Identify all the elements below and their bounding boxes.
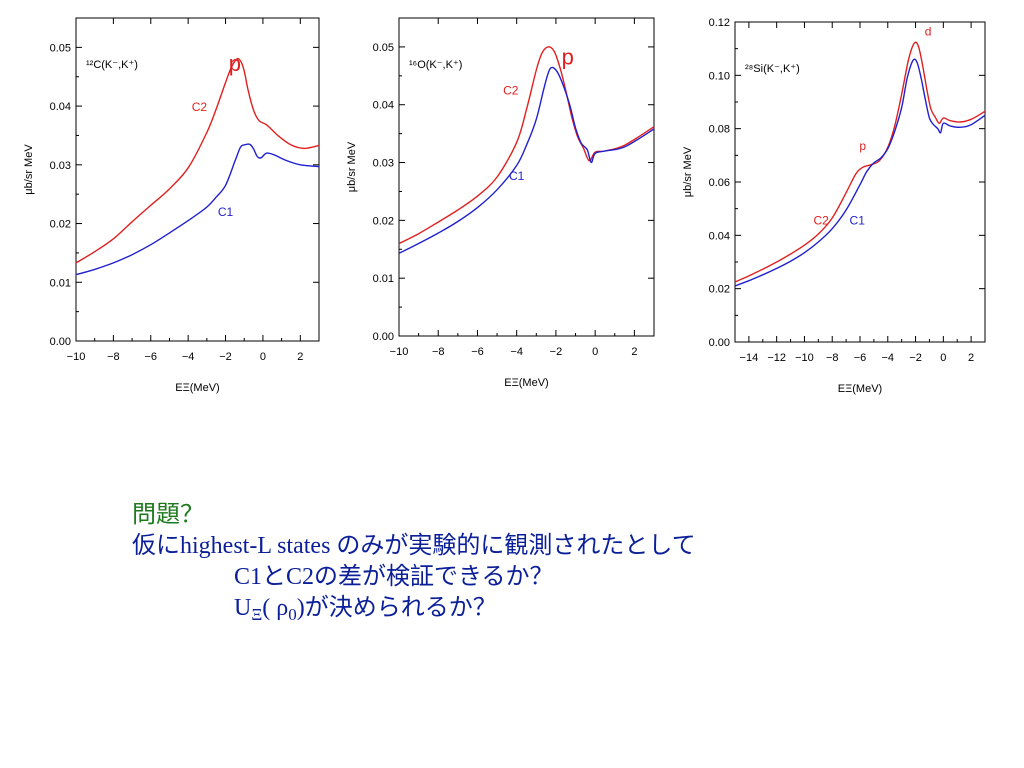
charts-figure: −10 −8 −6 −4 −2 0 2 0.00 0.01 0.02 0.03 0.04 0.05 EΞ(…	[23, 17, 986, 395]
y-tick-label: 0.08	[709, 124, 730, 136]
question-line-3-text: )が決められるか？	[296, 595, 497, 621]
y-axis-title: μb/sr MeV	[346, 141, 358, 192]
x-tick-label: 2	[968, 352, 974, 364]
y-tick-label: 0.04	[373, 100, 394, 112]
series-line-c1	[734, 58, 986, 287]
x-tick-label: −8	[826, 352, 839, 364]
x-tick-label: −8	[107, 351, 120, 363]
x-tick-label: 0	[260, 351, 266, 363]
annotation-c1: C1	[850, 214, 866, 228]
y-tick-label: 0.04	[709, 230, 730, 242]
y-tick-label: 0.05	[50, 42, 71, 54]
annotation-c2: C2	[192, 100, 208, 114]
y-tick-label: 0.05	[373, 42, 394, 54]
y-tick-label: 0.01	[50, 277, 71, 289]
x-axis-title: EΞ(MeV)	[175, 382, 219, 394]
chart-16o: −10 −8 −6 −4 −2 0 2 0.00 0.01 0.02 0.03 0.04 0.05 EΞ(…	[346, 17, 655, 389]
x-tick-label: −14	[740, 352, 759, 364]
y-tick-label: 0.06	[709, 177, 730, 189]
annotation-c2: C2	[813, 214, 829, 228]
x-tick-label: −4	[182, 351, 195, 363]
x-tick-label: −8	[432, 346, 445, 358]
y-tick-label: 0.04	[50, 101, 71, 113]
x-tick-label: −4	[510, 346, 523, 358]
x-axis-title: EΞ(MeV)	[504, 377, 548, 389]
x-tick-label: 0	[940, 352, 946, 364]
xi-subscript: Ξ	[251, 605, 263, 624]
y-tick-label: 0.00	[50, 336, 71, 348]
x-tick-label: −4	[882, 352, 895, 364]
question-line-1: 仮にhighest-L states のみが実験的に観測されたとして	[132, 533, 696, 559]
density-symbol: ( ρ	[262, 595, 289, 621]
annotation-p: p	[229, 51, 241, 76]
y-tick-label: 0.02	[709, 284, 730, 296]
series-line-c1	[75, 143, 320, 276]
plot-frame	[398, 17, 655, 337]
x-tick-label: −12	[767, 352, 786, 364]
plot-frame	[75, 17, 320, 342]
annotation-c2: C2	[503, 83, 519, 97]
chart-28si: −14 −12 −10 −8 −6 −4 −2 0 2 0.00 0.02 0.04 0.06 0.08 0…	[682, 17, 986, 395]
reaction-label: ²⁸Si(K⁻,K⁺)	[745, 63, 800, 75]
question-block: 問題？ 仮にhighest-L states のみが実験的に観測されたとして C…	[132, 500, 696, 630]
annotation-c1: C1	[509, 169, 525, 183]
annotation-p: p	[562, 44, 574, 69]
y-axis-title: μb/sr MeV	[682, 146, 694, 197]
x-tick-label: −2	[909, 352, 922, 364]
series-line-c1	[398, 66, 655, 254]
reaction-label: ¹⁶O(K⁻,K⁺)	[409, 59, 462, 71]
question-title: 問題？	[132, 502, 204, 528]
y-tick-label: 0.03	[373, 158, 394, 170]
x-tick-label: −10	[390, 346, 409, 358]
y-tick-label: 0.00	[709, 337, 730, 349]
chart-12c: −10 −8 −6 −4 −2 0 2 0.00 0.01 0.02 0.03 0.04 0.05 EΞ(…	[23, 17, 320, 394]
y-axis-title: μb/sr MeV	[23, 144, 35, 195]
y-tick-label: 0.12	[709, 17, 730, 29]
potential-symbol: U	[234, 595, 252, 621]
x-tick-label: 2	[631, 346, 637, 358]
y-tick-label: 0.03	[50, 160, 71, 172]
series-line-c2	[75, 57, 320, 264]
annotation-p: p	[859, 139, 866, 153]
y-tick-label: 0.02	[50, 219, 71, 231]
x-tick-label: 2	[297, 351, 303, 363]
x-axis-title: EΞ(MeV)	[838, 383, 882, 395]
series-line-c2	[398, 46, 655, 245]
x-tick-label: −6	[854, 352, 867, 364]
annotation-c1: C1	[218, 205, 234, 219]
series-line-c2	[734, 41, 986, 283]
x-tick-label: −6	[471, 346, 484, 358]
x-tick-label: −2	[219, 351, 232, 363]
x-tick-label: −2	[550, 346, 563, 358]
x-tick-label: −6	[144, 351, 157, 363]
question-line-2: C1とC2の差が検証できるか？	[234, 564, 554, 590]
reaction-label: ¹²C(K⁻,K⁺)	[86, 59, 138, 71]
question-line-3: UΞ( ρ0)が決められるか？	[132, 593, 696, 630]
x-tick-label: 0	[592, 346, 598, 358]
x-tick-label: −10	[795, 352, 814, 364]
zero-subscript: 0	[288, 605, 297, 624]
x-tick-label: −10	[67, 351, 86, 363]
y-tick-label: 0.02	[373, 215, 394, 227]
annotation-d: d	[925, 24, 932, 38]
y-tick-label: 0.00	[373, 331, 394, 343]
y-tick-label: 0.01	[373, 273, 394, 285]
y-tick-label: 0.10	[709, 70, 730, 82]
